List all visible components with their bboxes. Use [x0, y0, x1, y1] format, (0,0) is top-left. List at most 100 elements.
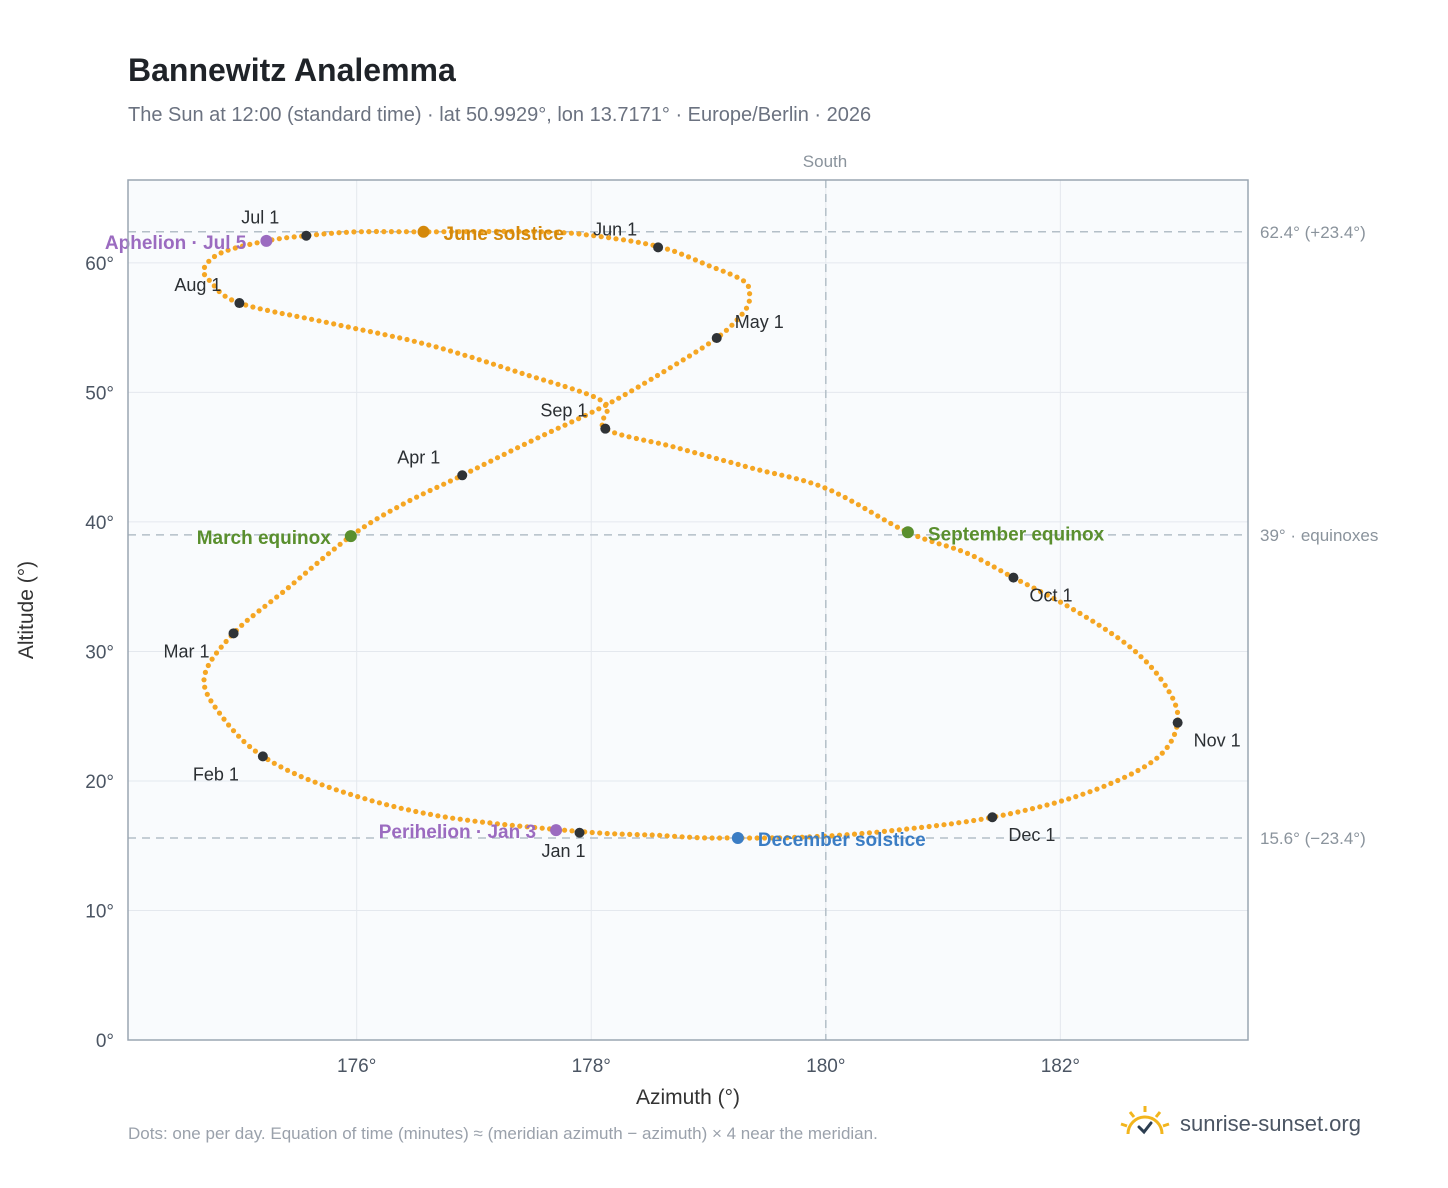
daily-dot	[505, 366, 511, 372]
brand-logo[interactable]: sunrise-sunset.org	[1120, 1104, 1361, 1143]
daily-dot	[672, 833, 678, 839]
daily-dot	[734, 274, 740, 280]
event-marker-dot	[260, 234, 273, 247]
daily-dot	[635, 384, 641, 390]
daily-dot	[1101, 783, 1107, 789]
event-marker-dot	[901, 526, 914, 539]
daily-dot	[943, 543, 949, 549]
daily-dot	[589, 409, 595, 415]
daily-dot	[771, 470, 778, 477]
daily-dot	[361, 524, 367, 530]
daily-dot	[685, 254, 692, 260]
daily-dot	[971, 553, 977, 560]
daily-dot	[271, 760, 277, 766]
month-marker-dot	[301, 230, 312, 241]
daily-dot	[836, 832, 843, 838]
daily-dot	[829, 833, 835, 839]
daily-dot	[808, 480, 814, 486]
daily-dot	[531, 229, 537, 235]
daily-dot	[309, 316, 315, 322]
daily-dot	[667, 365, 673, 371]
daily-dot	[855, 502, 862, 508]
daily-dot	[427, 487, 433, 494]
daily-dot	[312, 779, 318, 785]
daily-dot	[355, 528, 361, 534]
daily-dot	[555, 381, 561, 387]
daily-dot	[539, 825, 545, 831]
daily-dot	[1015, 809, 1021, 815]
month-marker-label: Nov 1	[1194, 731, 1241, 751]
daily-dot	[603, 401, 609, 407]
daily-dot	[478, 228, 484, 235]
x-tick-label: 182°	[1041, 1056, 1080, 1077]
daily-dot	[699, 260, 705, 266]
footnote: Dots: one per day. Equation of time (min…	[128, 1124, 878, 1143]
month-marker-dot	[257, 751, 268, 762]
daily-dot	[450, 815, 456, 821]
daily-dot	[842, 494, 848, 501]
daily-dot	[404, 336, 410, 343]
daily-dot	[254, 240, 260, 246]
daily-dot	[648, 439, 654, 445]
daily-dot	[302, 570, 309, 576]
reference-line-label: 62.4° (+23.4°)	[1260, 223, 1366, 242]
daily-dot	[381, 229, 387, 235]
daily-dot	[1022, 807, 1028, 813]
event-marker-label: September equinox	[928, 524, 1105, 545]
daily-dot	[717, 835, 723, 841]
x-tick-label: 180°	[806, 1056, 845, 1077]
daily-dot	[1174, 709, 1181, 716]
daily-dot	[829, 488, 835, 494]
daily-dot	[316, 318, 322, 324]
brand-name: sunrise-sunset.org	[1180, 1110, 1361, 1136]
daily-dot	[1038, 589, 1044, 595]
daily-dot	[501, 228, 507, 234]
daily-dot	[786, 474, 792, 480]
daily-dot	[433, 344, 439, 350]
daily-dot	[1148, 664, 1155, 671]
daily-dot	[1029, 806, 1036, 812]
event-marker-label: March equinox	[197, 528, 332, 549]
daily-dot	[375, 330, 381, 336]
daily-dot	[735, 461, 741, 467]
daily-dot	[680, 357, 686, 363]
daily-dot	[844, 832, 850, 838]
daily-dot	[368, 520, 374, 526]
event-marker-dot	[731, 831, 744, 844]
month-marker-label: Jun 1	[593, 219, 637, 239]
daily-dot	[643, 241, 649, 247]
daily-dot	[474, 465, 480, 471]
reference-line-label: 15.6° (−23.4°)	[1260, 829, 1366, 848]
daily-dot	[528, 438, 534, 444]
daily-dot	[463, 229, 469, 235]
event-markers: June solstice December solstice March equi…	[105, 224, 1105, 851]
daily-dot	[250, 613, 256, 619]
daily-dot	[333, 787, 339, 793]
daily-dot	[222, 293, 228, 299]
daily-dot	[483, 359, 489, 365]
daily-dot	[538, 229, 545, 235]
daily-dot	[896, 827, 902, 833]
daily-dot	[250, 304, 256, 310]
daily-dot	[465, 817, 471, 823]
daily-dot	[747, 835, 753, 841]
daily-dot	[223, 638, 229, 645]
daily-dot	[576, 231, 582, 237]
daily-dot	[1080, 791, 1086, 797]
daily-dot	[546, 229, 552, 235]
meridian-label: South	[803, 152, 847, 171]
daily-dot	[211, 283, 217, 289]
daily-dot	[706, 453, 712, 460]
daily-dot	[278, 764, 284, 770]
daily-dot	[562, 422, 568, 428]
daily-dot	[548, 379, 554, 385]
daily-dot	[724, 835, 730, 841]
daily-dot	[1018, 578, 1024, 584]
daily-dot	[569, 828, 575, 834]
daily-dot	[555, 425, 561, 431]
month-marker-label: May 1	[735, 312, 784, 332]
month-marker-dot	[653, 242, 664, 253]
daily-dot	[201, 272, 208, 278]
daily-dot	[655, 440, 662, 446]
daily-dot	[874, 829, 880, 835]
